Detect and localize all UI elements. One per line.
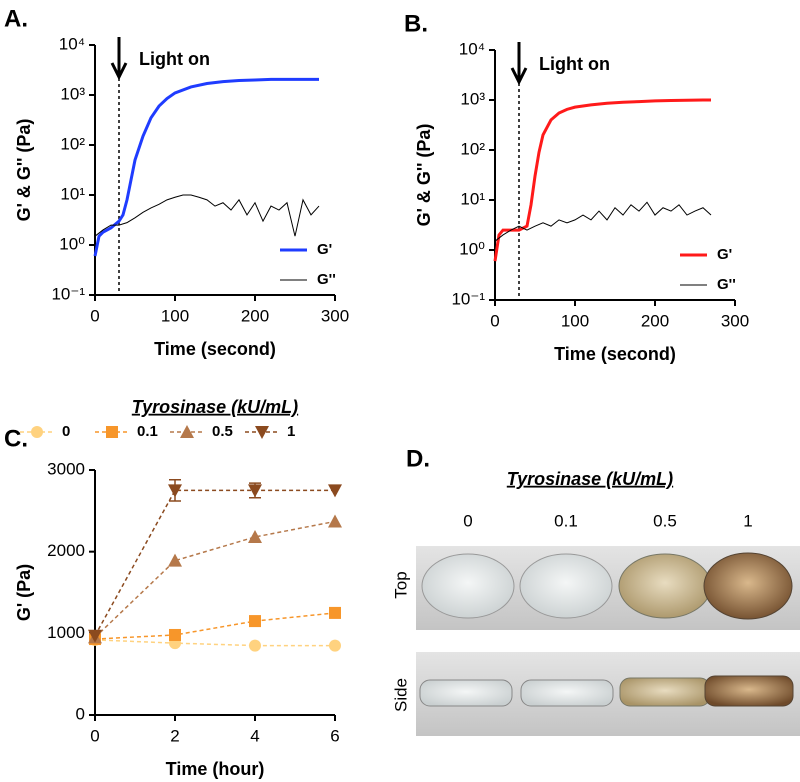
y-tick-label: 10⁴ (459, 39, 485, 58)
series-line (93, 77, 319, 257)
y-tick-label: 10² (460, 139, 485, 158)
marker (249, 639, 261, 652)
marker (180, 425, 194, 438)
series-line (494, 201, 712, 242)
x-tick-label: 2 (170, 726, 179, 745)
y-tick-label: 1000 (47, 623, 85, 642)
y-axis-label: G' & G'' (Pa) (14, 119, 34, 222)
series-line (94, 639, 335, 647)
photo-title: Tyrosinase (kU/mL) (507, 469, 673, 489)
legend-label: 0 (62, 423, 70, 440)
y-tick-label: 10¹ (460, 189, 485, 208)
panel-label: A. (4, 5, 28, 32)
x-axis-label: Time (hour) (166, 759, 265, 779)
column-label: 0 (463, 511, 472, 530)
legend-title: Tyrosinase (kU/mL) (132, 397, 298, 417)
marker (169, 628, 181, 641)
y-tick-label: 2000 (47, 541, 85, 560)
legend-label: G'' (317, 271, 336, 288)
panel-label: D. (406, 445, 430, 472)
column-label: 0.5 (653, 511, 677, 530)
marker (329, 639, 341, 652)
legend-label: G' (317, 241, 332, 258)
x-axis-label: Time (second) (554, 344, 676, 364)
column-label: 0.1 (554, 511, 578, 530)
x-tick-label: 300 (321, 306, 349, 325)
row-label: Side (391, 678, 410, 712)
series-line (94, 612, 336, 640)
legend-label: G'' (717, 276, 736, 293)
x-tick-label: 0 (90, 726, 99, 745)
y-tick-label: 10¹ (60, 184, 85, 203)
x-tick-label: 100 (561, 311, 589, 330)
legend-label: G' (717, 246, 732, 263)
series-line (94, 489, 335, 637)
marker (106, 426, 118, 438)
y-axis-label: G' & G'' (Pa) (414, 124, 434, 227)
photo-side (416, 652, 800, 736)
column-label: 1 (743, 511, 752, 530)
y-tick-label: 10⁻¹ (451, 289, 485, 308)
legend-label: 0.1 (137, 423, 158, 440)
marker (248, 529, 262, 543)
annotation: Light on (139, 49, 210, 69)
y-axis-label: G' (Pa) (14, 564, 34, 621)
x-tick-label: 6 (330, 726, 339, 745)
series-line (493, 98, 711, 262)
y-tick-label: 10⁴ (59, 34, 85, 53)
annotation: Light on (539, 54, 610, 74)
marker (328, 514, 342, 528)
x-tick-label: 300 (721, 311, 749, 330)
row-label: Top (391, 571, 410, 598)
light-on-arrow (510, 42, 528, 86)
y-tick-label: 10⁻¹ (51, 284, 85, 303)
y-tick-label: 3000 (47, 459, 85, 478)
x-axis-label: Time (second) (154, 339, 276, 359)
x-tick-label: 200 (641, 311, 669, 330)
x-tick-label: 0 (90, 306, 99, 325)
y-tick-label: 0 (76, 704, 85, 723)
marker (168, 553, 182, 567)
x-tick-label: 100 (161, 306, 189, 325)
light-on-arrow (110, 37, 128, 81)
legend-label: 1 (287, 423, 295, 440)
x-tick-label: 200 (241, 306, 269, 325)
marker (255, 426, 269, 439)
marker (329, 606, 341, 619)
marker (248, 484, 262, 498)
series-line (94, 194, 320, 237)
y-tick-label: 10³ (460, 89, 485, 108)
y-tick-label: 10⁰ (59, 234, 85, 253)
marker (328, 484, 342, 498)
panel-label: B. (404, 10, 428, 37)
x-tick-label: 0 (490, 311, 499, 330)
y-tick-label: 10² (60, 134, 85, 153)
marker (249, 615, 261, 628)
y-tick-label: 10⁰ (459, 239, 485, 258)
marker (168, 484, 182, 498)
marker (88, 629, 102, 643)
photo-top (416, 546, 800, 630)
series-line (94, 520, 336, 638)
panel-label: C. (4, 425, 28, 452)
x-tick-label: 4 (250, 726, 259, 745)
legend-label: 0.5 (212, 423, 233, 440)
y-tick-label: 10³ (60, 84, 85, 103)
marker (31, 426, 43, 438)
